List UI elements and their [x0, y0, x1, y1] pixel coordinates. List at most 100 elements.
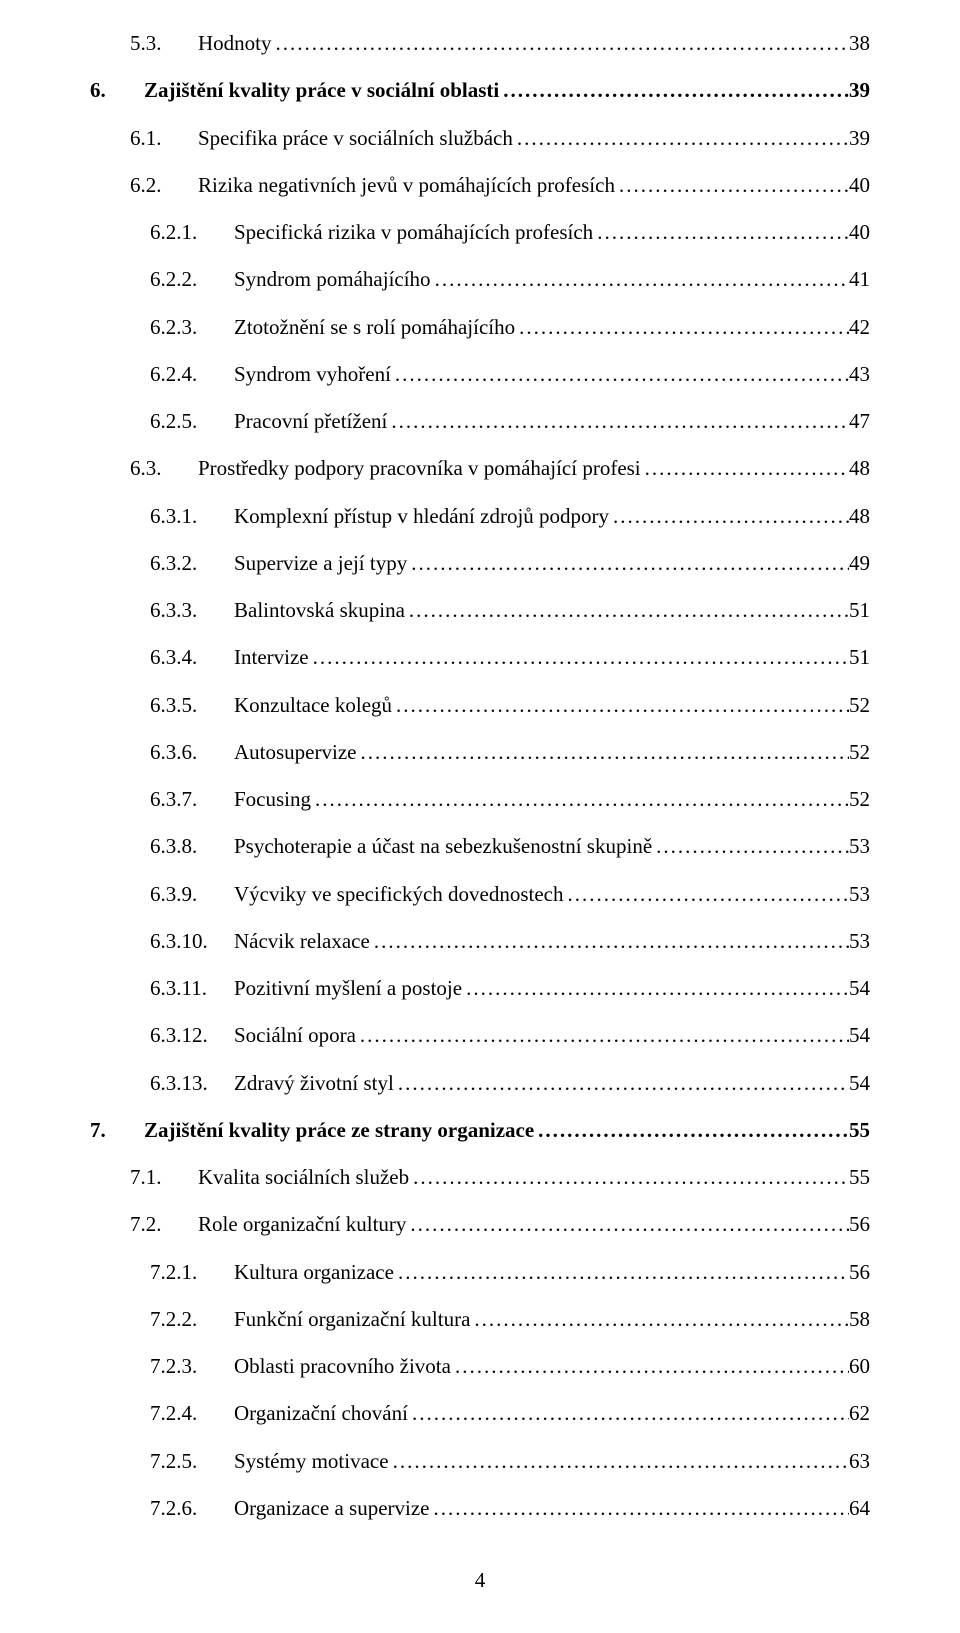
toc-entry-page: 48 — [849, 445, 870, 492]
toc-entry-number: 6.3.2. — [150, 540, 234, 587]
toc-entry-title: Ztotožnění se s rolí pomáhajícího — [234, 304, 515, 351]
toc-entry-page: 41 — [849, 256, 870, 303]
toc-entry-number: 6.3.10. — [150, 918, 234, 965]
toc-entry-title: Výcviky ve specifických dovednostech — [234, 871, 563, 918]
toc-entry-title: Systémy motivace — [234, 1438, 389, 1485]
toc-leader-dots: ........................................… — [406, 1201, 849, 1248]
toc-leader-dots: ........................................… — [652, 823, 849, 870]
toc-leader-dots: ........................................… — [370, 918, 849, 965]
toc-entry-title: Psychoterapie a účast na sebezkušenostní… — [234, 823, 652, 870]
toc-entry-number: 7.2.3. — [150, 1343, 234, 1390]
toc-entry: 6.2.Rizika negativních jevů v pomáhající… — [90, 162, 870, 209]
toc-entry: 7.2.6.Organizace a supervize............… — [90, 1485, 870, 1532]
toc-entry-number: 6.2.3. — [150, 304, 234, 351]
toc-leader-dots: ........................................… — [593, 209, 849, 256]
toc-entry: 7.Zajištění kvality práce ze strany orga… — [90, 1107, 870, 1154]
toc-entry: 6.1.Specifika práce v sociálních službác… — [90, 115, 870, 162]
toc-entry-page: 62 — [849, 1390, 870, 1437]
toc-entry-page: 39 — [849, 67, 870, 114]
toc-entry: 7.1.Kvalita sociálních služeb...........… — [90, 1154, 870, 1201]
toc-leader-dots: ........................................… — [311, 776, 849, 823]
toc-leader-dots: ........................................… — [389, 1438, 849, 1485]
toc-entry: 6.3.12.Sociální opora...................… — [90, 1012, 870, 1059]
toc-entry-title: Specifická rizika v pomáhajících profesí… — [234, 209, 593, 256]
toc-leader-dots: ........................................… — [513, 115, 849, 162]
toc-entry-title: Organizace a supervize — [234, 1485, 430, 1532]
toc-entry-title: Pracovní přetížení — [234, 398, 387, 445]
toc-entry-page: 48 — [849, 493, 870, 540]
toc-entry: 6.2.4.Syndrom vyhoření..................… — [90, 351, 870, 398]
toc-entry-page: 40 — [849, 209, 870, 256]
toc-entry-page: 64 — [849, 1485, 870, 1532]
toc-entry-number: 6.3.8. — [150, 823, 234, 870]
toc-entry-page: 51 — [849, 634, 870, 681]
toc-entry-number: 6.3. — [130, 445, 198, 492]
toc-entry: 6.3.5.Konzultace kolegů.................… — [90, 682, 870, 729]
toc-entry-title: Konzultace kolegů — [234, 682, 392, 729]
toc-entry-number: 6.3.7. — [150, 776, 234, 823]
toc-entry-number: 7.2.2. — [150, 1296, 234, 1343]
toc-entry: 6.3.1.Komplexní přístup v hledání zdrojů… — [90, 493, 870, 540]
toc-leader-dots: ........................................… — [462, 965, 849, 1012]
toc-entry: 6.3.6.Autosupervize.....................… — [90, 729, 870, 776]
toc-entry: 7.2.5.Systémy motivace..................… — [90, 1438, 870, 1485]
toc-leader-dots: ........................................… — [405, 587, 849, 634]
toc-entry: 7.2.4.Organizační chování...............… — [90, 1390, 870, 1437]
toc-leader-dots: ........................................… — [641, 445, 849, 492]
toc-entry-title: Syndrom pomáhajícího — [234, 256, 431, 303]
toc-entry-page: 58 — [849, 1296, 870, 1343]
toc-leader-dots: ........................................… — [534, 1107, 849, 1154]
toc-entry: 6.2.1.Specifická rizika v pomáhajících p… — [90, 209, 870, 256]
toc-leader-dots: ........................................… — [470, 1296, 849, 1343]
toc-entry-number: 6.3.4. — [150, 634, 234, 681]
table-of-contents: 5.3.Hodnoty.............................… — [90, 20, 870, 1532]
toc-entry-number: 6.3.12. — [150, 1012, 234, 1059]
toc-entry-number: 6.3.9. — [150, 871, 234, 918]
toc-leader-dots: ........................................… — [391, 351, 849, 398]
toc-leader-dots: ........................................… — [408, 1390, 849, 1437]
toc-entry-number: 6.3.13. — [150, 1060, 234, 1107]
toc-entry: 7.2.Role organizační kultury............… — [90, 1201, 870, 1248]
page-number: 4 — [90, 1568, 870, 1593]
toc-leader-dots: ........................................… — [431, 256, 849, 303]
toc-entry-page: 53 — [849, 918, 870, 965]
toc-entry-number: 6.2.2. — [150, 256, 234, 303]
toc-leader-dots: ........................................… — [515, 304, 849, 351]
toc-entry-page: 56 — [849, 1201, 870, 1248]
toc-entry: 6.3.3.Balintovská skupina...............… — [90, 587, 870, 634]
toc-entry-number: 7.2.6. — [150, 1485, 234, 1532]
toc-entry-title: Sociální opora — [234, 1012, 356, 1059]
toc-entry-title: Rizika negativních jevů v pomáhajících p… — [198, 162, 615, 209]
toc-entry: 6.2.2.Syndrom pomáhajícího..............… — [90, 256, 870, 303]
toc-entry-title: Funkční organizační kultura — [234, 1296, 470, 1343]
toc-leader-dots: ........................................… — [394, 1060, 849, 1107]
toc-entry-title: Focusing — [234, 776, 311, 823]
toc-entry-number: 6.2.5. — [150, 398, 234, 445]
toc-entry-title: Organizační chování — [234, 1390, 408, 1437]
toc-entry-page: 38 — [849, 20, 870, 67]
toc-entry: 6.3.2.Supervize a její typy.............… — [90, 540, 870, 587]
toc-entry-number: 7.2.4. — [150, 1390, 234, 1437]
toc-leader-dots: ........................................… — [430, 1485, 849, 1532]
toc-entry-page: 42 — [849, 304, 870, 351]
toc-entry-title: Zdravý životní styl — [234, 1060, 394, 1107]
toc-entry-number: 6.3.3. — [150, 587, 234, 634]
toc-entry-page: 52 — [849, 776, 870, 823]
toc-entry-title: Komplexní přístup v hledání zdrojů podpo… — [234, 493, 609, 540]
toc-entry: 6.Zajištění kvality práce v sociální obl… — [90, 67, 870, 114]
toc-entry-title: Intervize — [234, 634, 309, 681]
toc-entry: 6.3.10.Nácvik relaxace..................… — [90, 918, 870, 965]
toc-entry-number: 7.1. — [130, 1154, 198, 1201]
toc-entry-number: 6.3.6. — [150, 729, 234, 776]
toc-entry: 6.2.5.Pracovní přetížení................… — [90, 398, 870, 445]
toc-leader-dots: ........................................… — [387, 398, 849, 445]
toc-entry-number: 6.3.11. — [150, 965, 234, 1012]
toc-entry-title: Kultura organizace — [234, 1249, 394, 1296]
toc-entry-page: 47 — [849, 398, 870, 445]
toc-entry-page: 53 — [849, 871, 870, 918]
toc-leader-dots: ........................................… — [407, 540, 849, 587]
toc-entry: 6.3.9.Výcviky ve specifických dovednoste… — [90, 871, 870, 918]
toc-entry-title: Kvalita sociálních služeb — [198, 1154, 409, 1201]
toc-entry-number: 7.2.1. — [150, 1249, 234, 1296]
toc-entry-page: 60 — [849, 1343, 870, 1390]
